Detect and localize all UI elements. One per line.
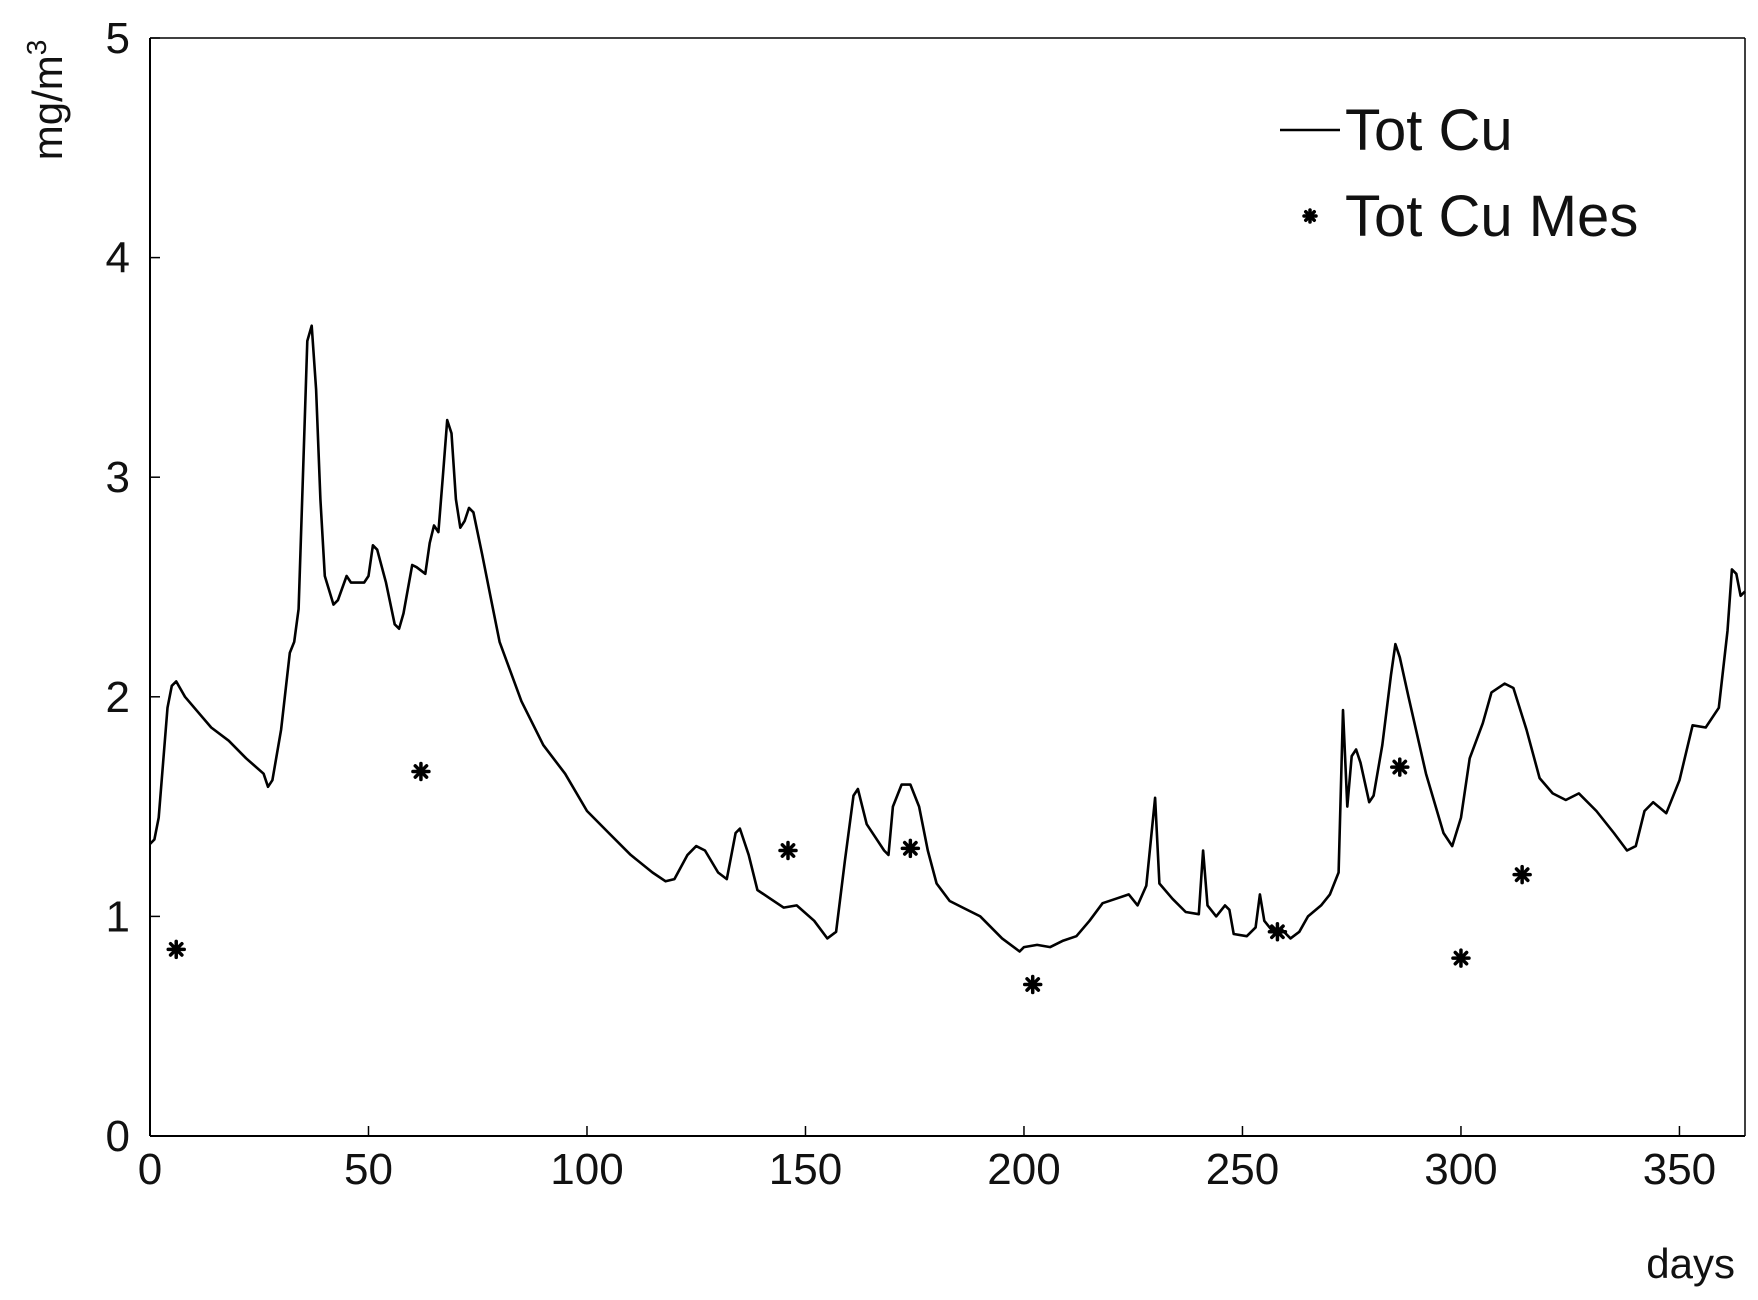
x-axis-title: days [1646, 1240, 1735, 1287]
y-tick-label: 5 [106, 14, 130, 63]
legend-label-line: Tot Cu [1345, 98, 1513, 163]
y-axis-title: mg/m3 [21, 40, 71, 161]
y-ticks: 0 1 2 3 4 5 [106, 14, 160, 1161]
data-point-tot-cu-mes [166, 939, 186, 960]
x-tick-label: 0 [138, 1145, 162, 1194]
y-tick-label: 3 [106, 453, 130, 502]
legend-label-marker: Tot Cu Mes [1345, 184, 1638, 249]
data-point-tot-cu-mes [778, 840, 798, 861]
x-tick-label: 200 [987, 1145, 1060, 1194]
x-tick-label: 100 [550, 1145, 623, 1194]
x-tick-label: 300 [1424, 1145, 1497, 1194]
y-axis-title-superscript: 3 [21, 40, 52, 56]
x-tick-label: 150 [769, 1145, 842, 1194]
legend: Tot Cu Tot Cu Mes [1280, 98, 1638, 249]
x-ticks: 0 50 100 150 200 250 300 350 [138, 1126, 1716, 1194]
axes [149, 37, 1746, 1137]
y-tick-label: 4 [106, 234, 130, 283]
data-point-tot-cu-mes [1512, 864, 1532, 885]
data-point-tot-cu-mes [1390, 757, 1410, 777]
y-tick-label: 2 [106, 673, 130, 722]
x-tick-label: 250 [1206, 1145, 1279, 1194]
data-point-tot-cu-mes [1451, 948, 1471, 968]
x-tick-label: 350 [1643, 1145, 1716, 1194]
legend-asterisk [1302, 208, 1318, 224]
y-axis-title-text: mg/m [24, 55, 71, 160]
legend-asterisk-swatch [1302, 208, 1318, 224]
y-tick-label: 0 [106, 1112, 130, 1161]
data-point-tot-cu-mes [411, 761, 431, 782]
data-point-tot-cu-mes [1267, 922, 1288, 942]
x-tick-label: 50 [344, 1145, 393, 1194]
y-tick-label: 1 [106, 892, 130, 941]
data-point-tot-cu-mes [1022, 974, 1043, 995]
series-line-tot-cu [149, 324, 1746, 953]
series-layer [149, 324, 1746, 995]
data-point-tot-cu-mes [900, 838, 921, 859]
